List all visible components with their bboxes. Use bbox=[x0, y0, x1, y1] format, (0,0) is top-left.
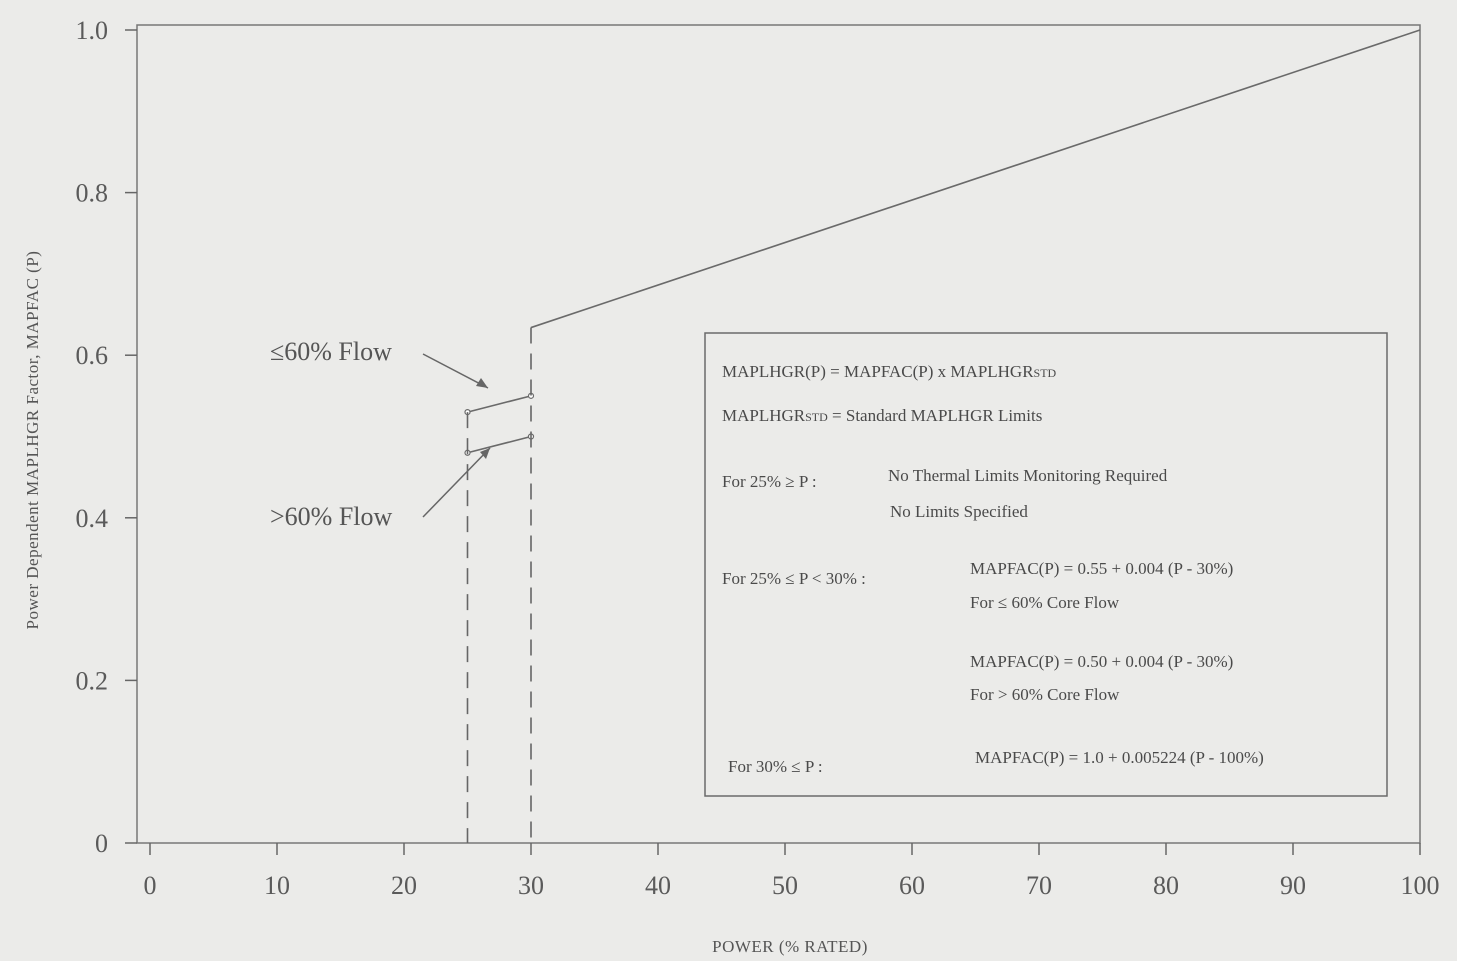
x-axis-title: POWER (% RATED) bbox=[712, 937, 868, 956]
eq-line-4-text: No Limits Specified bbox=[890, 502, 1028, 521]
x-tick-label: 30 bbox=[518, 871, 544, 900]
eq-line-6-text: For ≤ 60% Core Flow bbox=[970, 593, 1120, 612]
eq-line-1: MAPLHGR(P) = MAPFAC(P) x MAPLHGRSTD bbox=[722, 362, 1057, 381]
dashed-markers bbox=[466, 327, 532, 843]
series-gt60-flow bbox=[467, 435, 532, 454]
eq-line-3-text: No Thermal Limits Monitoring Required bbox=[888, 466, 1168, 485]
series-main-line bbox=[530, 29, 1421, 329]
annotation-gt60: >60% Flow bbox=[270, 447, 491, 531]
eq-line-3-label: For 25% ≥ P : bbox=[722, 472, 817, 491]
y-axis: 0 0.2 0.4 0.6 0.8 1.0 bbox=[76, 16, 137, 858]
annotation-gt60-leader bbox=[422, 447, 491, 518]
eq-line-5-label: For 25% ≤ P < 30% : bbox=[722, 569, 866, 588]
x-tick-label: 0 bbox=[144, 871, 157, 900]
y-tick-label: 0.6 bbox=[76, 341, 109, 370]
equation-box: MAPLHGR(P) = MAPFAC(P) x MAPLHGRSTD MAPL… bbox=[704, 332, 1388, 797]
y-tick-label: 0 bbox=[95, 829, 108, 858]
x-tick-label: 60 bbox=[899, 871, 925, 900]
x-tick-label: 20 bbox=[391, 871, 417, 900]
y-tick-label: 0.4 bbox=[76, 504, 109, 533]
eq-line-9-text: MAPFAC(P) = 1.0 + 0.005224 (P - 100%) bbox=[975, 748, 1264, 767]
annotation-le60: ≤60% Flow bbox=[270, 337, 489, 389]
annotation-gt60-text: >60% Flow bbox=[270, 502, 393, 531]
annotation-le60-arrowhead bbox=[476, 378, 488, 388]
annotation-le60-leader bbox=[422, 353, 489, 389]
equation-box-frame bbox=[704, 332, 1388, 797]
eq-line-7-text: MAPFAC(P) = 0.50 + 0.004 (P - 30%) bbox=[970, 652, 1233, 671]
series-layer bbox=[464, 29, 1421, 456]
eq-line-5-text: MAPFAC(P) = 0.55 + 0.004 (P - 30%) bbox=[970, 559, 1233, 578]
x-tick-label: 10 bbox=[264, 871, 290, 900]
plot-frame bbox=[136, 24, 1421, 844]
x-axis: 0 10 20 30 40 50 60 70 80 90 100 bbox=[144, 843, 1440, 900]
eq-line-2: MAPLHGRSTD = Standard MAPLHGR Limits bbox=[722, 406, 1042, 425]
x-tick-label: 100 bbox=[1401, 871, 1440, 900]
x-tick-label: 90 bbox=[1280, 871, 1306, 900]
x-tick-label: 50 bbox=[772, 871, 798, 900]
y-tick-label: 1.0 bbox=[76, 16, 109, 45]
y-axis-title: Power Dependent MAPLHGR Factor, MAPFAC (… bbox=[23, 251, 42, 630]
eq-line-8-text: For > 60% Core Flow bbox=[970, 685, 1120, 704]
y-tick-label: 0.2 bbox=[76, 666, 109, 695]
x-tick-label: 80 bbox=[1153, 871, 1179, 900]
x-tick-label: 70 bbox=[1026, 871, 1052, 900]
eq-line-9-label: For 30% ≤ P : bbox=[728, 757, 823, 776]
annotation-le60-text: ≤60% Flow bbox=[270, 337, 392, 366]
y-tick-label: 0.8 bbox=[76, 179, 109, 208]
annotation-gt60-arrowhead bbox=[480, 448, 490, 459]
series-le60-flow bbox=[467, 395, 532, 413]
x-tick-label: 40 bbox=[645, 871, 671, 900]
